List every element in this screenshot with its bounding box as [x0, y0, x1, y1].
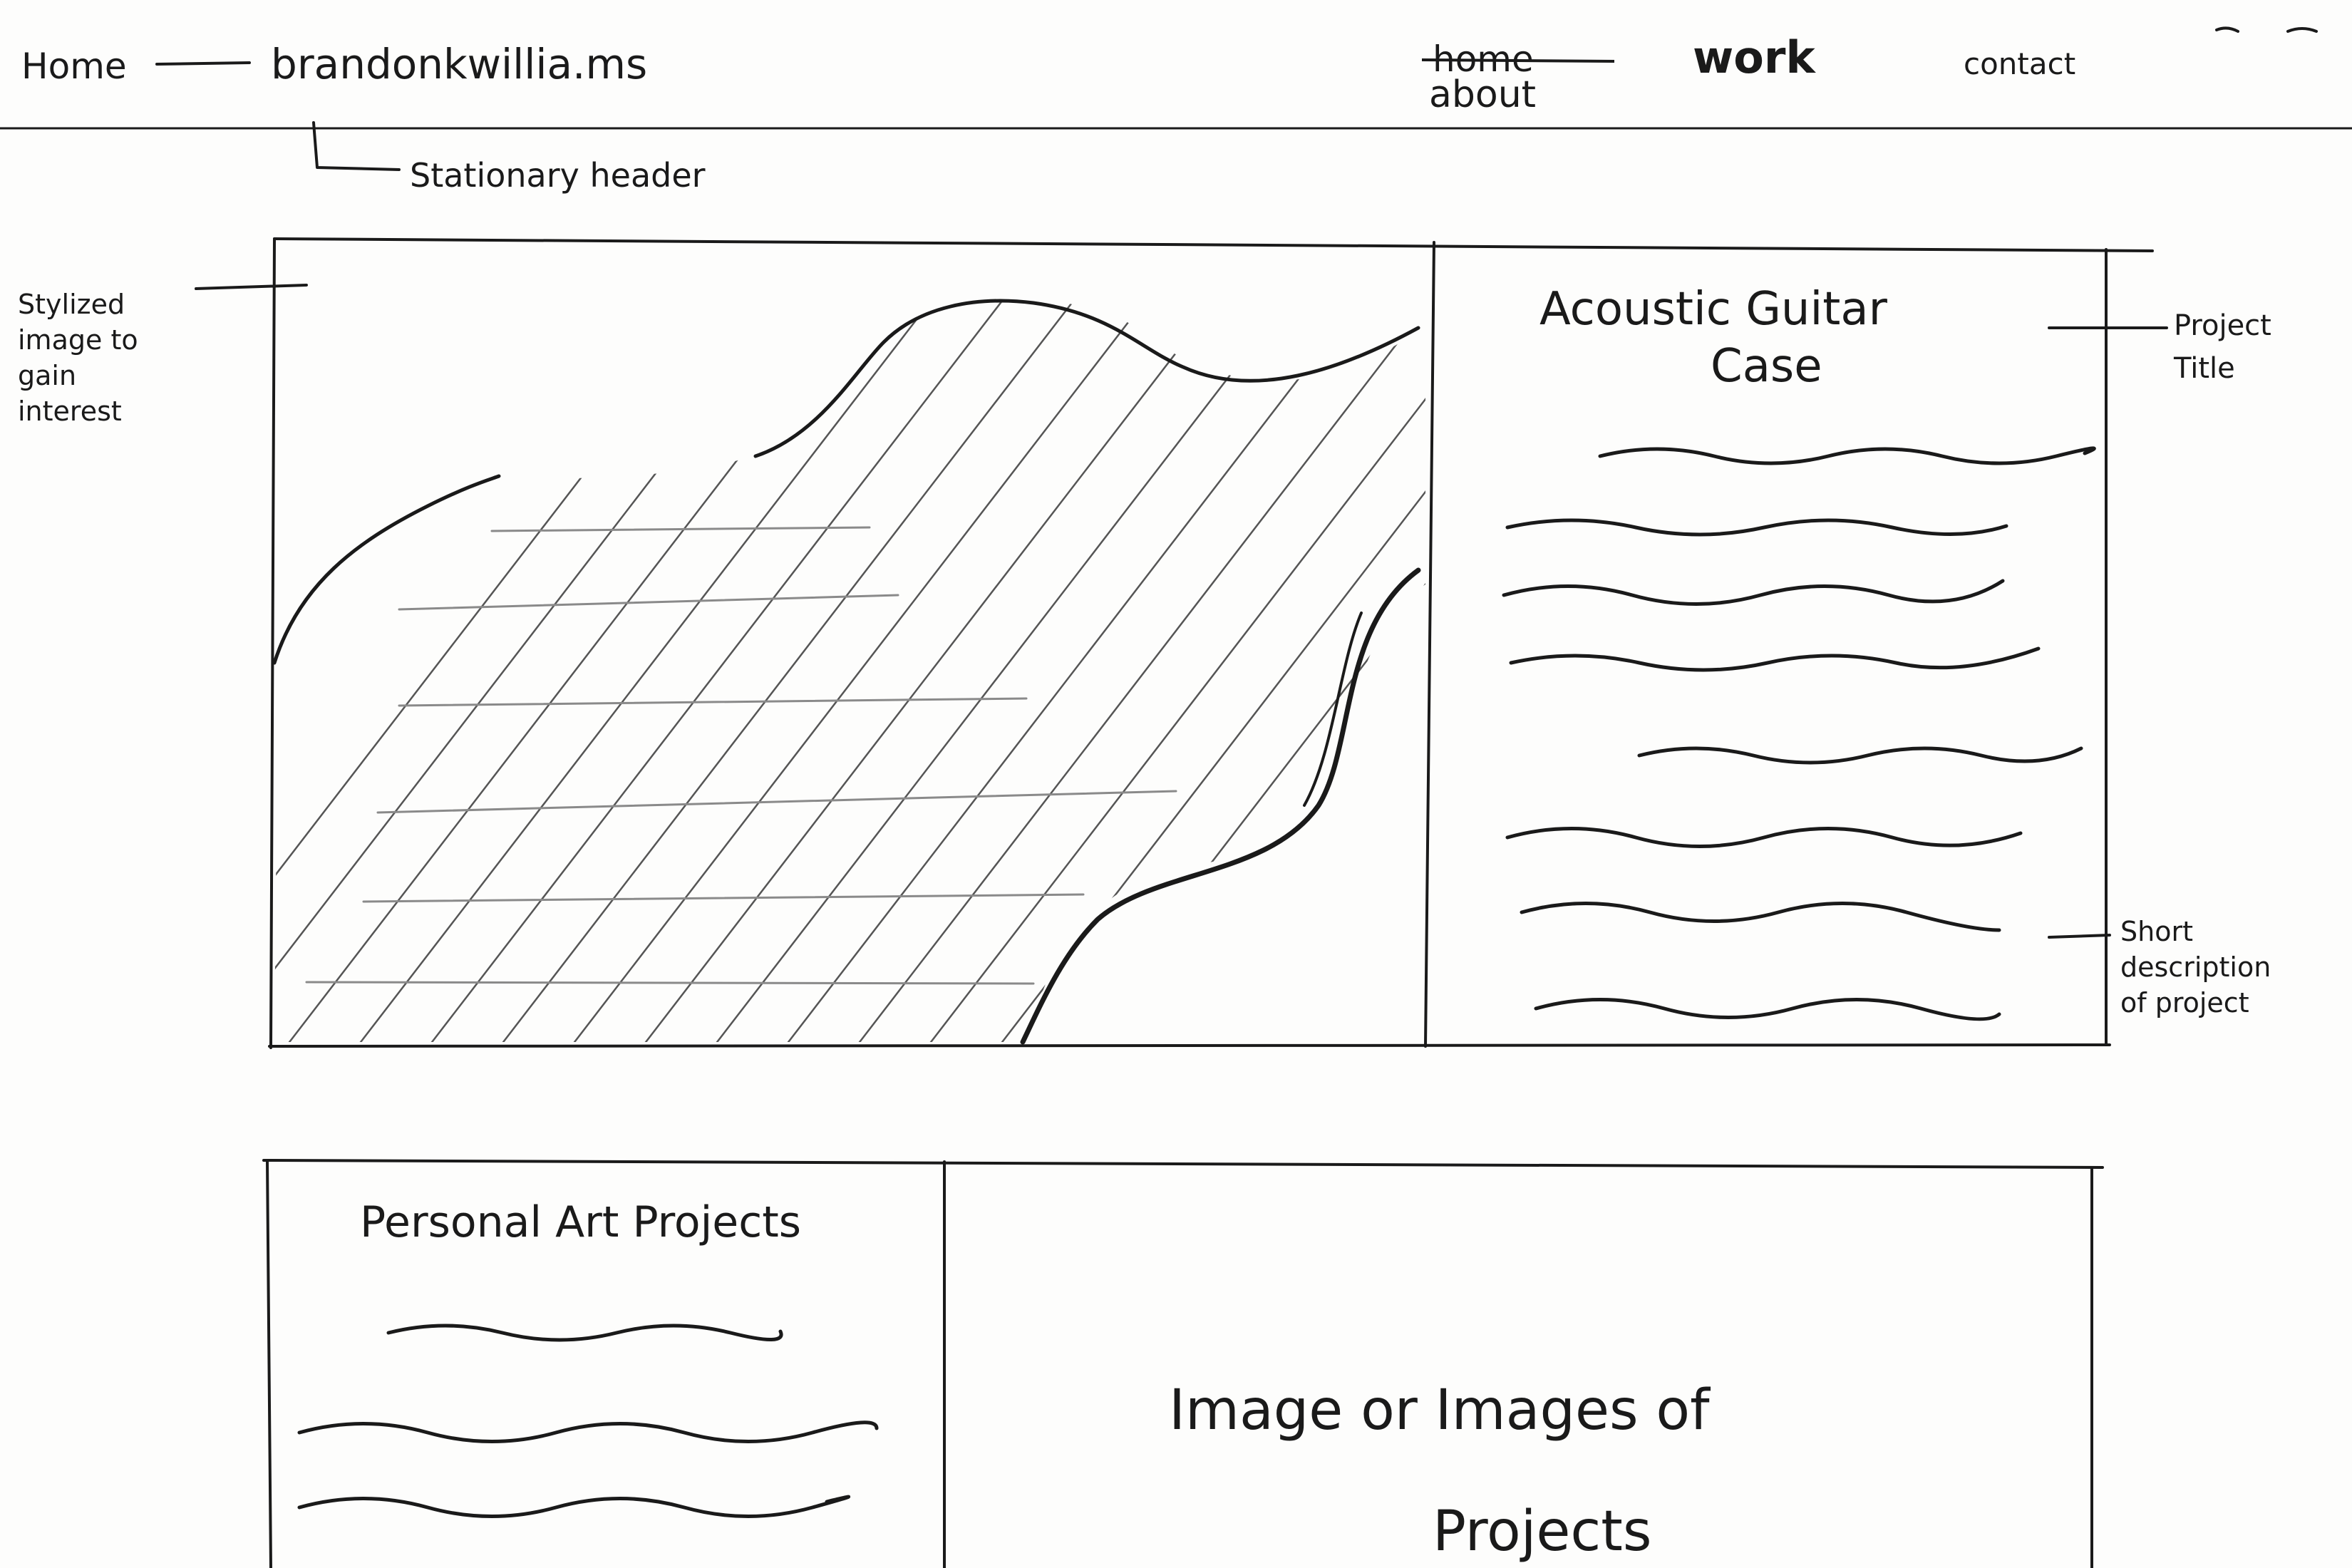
corner-scribble: [2215, 26, 2239, 33]
title-annotation: Project Title: [2173, 309, 2271, 385]
hero-frame-left: [269, 237, 276, 1049]
site-url[interactable]: brandonkwillia.ms: [271, 40, 647, 88]
image-placeholder-line1: Image or Images of: [1169, 1378, 1711, 1443]
case-inner-stroke: [1303, 612, 1363, 807]
image-annotation-leader: [195, 284, 308, 290]
hatch-shading: [274, 299, 1425, 1042]
image-placeholder-line2: Projects: [1433, 1500, 1652, 1564]
hero-description-squiggles: [1502, 446, 2096, 1021]
hero-frame-top: [273, 237, 2154, 252]
secondary-section: Personal Art Projects Image or Images of…: [262, 1159, 2104, 1568]
strikethrough-line: [1421, 58, 1615, 63]
header-annotation: Stationary header: [410, 156, 706, 195]
case-outline-top: [753, 299, 1420, 458]
description-annotation: Short description of project: [2120, 916, 2271, 1018]
secondary-project-title: Personal Art Projects: [360, 1197, 801, 1247]
case-outline-left: [272, 474, 501, 665]
nav-about-link[interactable]: about: [1429, 73, 1536, 116]
hero-section: Stylized image to gain interest: [18, 237, 2271, 1049]
secondary-frame-left: [266, 1159, 272, 1568]
nav-work-link[interactable]: work: [1693, 31, 1816, 83]
hero-project-title: Acoustic Guitar Case: [1539, 283, 1888, 393]
hero-column-divider: [1424, 241, 1435, 1048]
home-connector-line: [155, 61, 251, 66]
case-outline-right: [1020, 567, 1421, 1045]
corner-scribble: [2286, 27, 2318, 33]
secondary-description-squiggles: [297, 1324, 879, 1518]
header: Home brandonkwillia.ms home about work c…: [0, 26, 2352, 195]
hero-frame-bottom: [268, 1043, 2111, 1048]
nav-home-link[interactable]: Home: [21, 46, 127, 87]
secondary-frame-top: [262, 1159, 2104, 1169]
nav-contact-link[interactable]: contact: [1964, 46, 2075, 81]
description-annotation-leader: [2048, 934, 2111, 939]
stylized-guitar-image: [272, 299, 1425, 1045]
header-annotation-leader: [312, 121, 401, 171]
image-annotation: Stylized image to gain interest: [18, 289, 138, 427]
